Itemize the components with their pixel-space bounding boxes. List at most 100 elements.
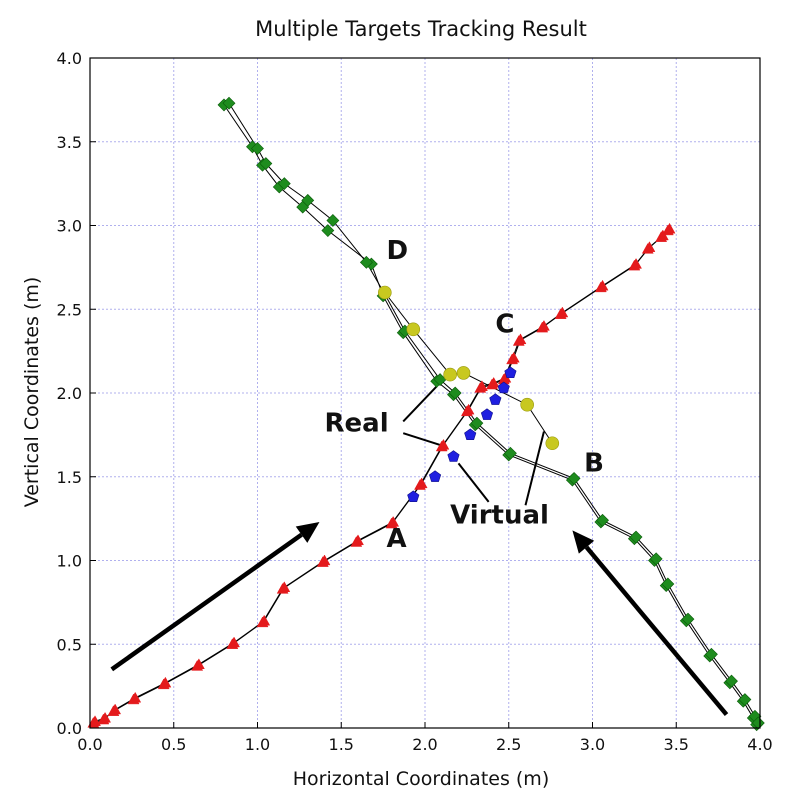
x-tick-label: 0.5: [161, 735, 186, 754]
diamond-marker: [661, 577, 675, 591]
diamond-marker: [629, 530, 643, 544]
pointer-line: [402, 385, 438, 423]
arrow-shaft: [110, 532, 303, 672]
diamond-marker: [681, 612, 695, 626]
diamond-marker: [738, 693, 752, 706]
y-tick-label: 1.5: [57, 468, 82, 487]
annotation-d: D: [386, 236, 408, 266]
annotation-layer: D C B A Real Virtual: [325, 236, 604, 554]
grid-layer: [89, 57, 761, 729]
diamond-marker: [596, 513, 609, 527]
pentagon-marker: [447, 450, 460, 462]
pentagon-marker: [489, 393, 502, 405]
x-tick-label: 4.0: [747, 735, 772, 754]
x-tick-label: 1.5: [329, 735, 354, 754]
pentagon-marker: [407, 490, 420, 503]
triangle-marker: [630, 258, 642, 269]
x-tick-label: 3.0: [580, 735, 605, 754]
x-axis-label: Horizontal Coordinates (m): [293, 768, 549, 790]
diamond-marker: [504, 446, 517, 460]
diamond-marker: [725, 674, 738, 688]
circle-marker: [520, 397, 534, 412]
triangle-marker: [487, 376, 500, 388]
triangle-marker: [352, 534, 364, 546]
pentagon-marker: [504, 366, 517, 379]
pentagon-marker: [464, 428, 477, 441]
triangle-marker: [656, 229, 669, 241]
y-axis-label: Vertical Coordinates (m): [21, 277, 43, 508]
x-tick-label: 0.0: [77, 735, 102, 754]
x-tick-label: 1.0: [245, 735, 270, 754]
triangle-marker: [507, 351, 520, 363]
diamond-marker: [259, 157, 273, 170]
diamond-marker: [277, 177, 291, 191]
track-line-diamond: [228, 102, 759, 724]
tick-layer: 0.0 0.5 1.0 1.5 2.0 2.5 3.0 3.5 4.0 0.0 0.5 1.0 1.5 2…: [57, 49, 773, 754]
annotation-a: A: [386, 524, 406, 554]
circle-marker: [406, 322, 421, 337]
circle-marker: [377, 285, 392, 300]
annotation-c: C: [495, 310, 514, 340]
arrow-shaft: [584, 545, 729, 717]
y-tick-label: 2.5: [57, 300, 82, 319]
x-tick-label: 2.5: [496, 735, 521, 754]
triangle-marker: [159, 676, 172, 688]
circle-marker: [456, 366, 471, 380]
triangle-marker: [129, 691, 142, 703]
triangle-marker: [462, 403, 475, 415]
y-tick-label: 0.0: [57, 719, 82, 738]
triangle-marker: [89, 715, 101, 726]
diamond-marker: [301, 193, 315, 207]
y-tick-label: 1.0: [57, 552, 82, 571]
y-tick-label: 3.0: [57, 217, 82, 236]
triangle-marker: [109, 703, 122, 715]
triangle-marker: [318, 554, 331, 566]
track-line-virtual: [384, 292, 553, 444]
triangle-marker: [387, 515, 400, 527]
arrow-head: [295, 521, 320, 543]
triangle-marker: [415, 477, 428, 489]
arrow-head: [572, 530, 595, 554]
diamond-marker: [751, 716, 765, 730]
circle-marker: [545, 436, 560, 451]
y-tick-label: 0.5: [57, 635, 82, 654]
pointer-line: [524, 431, 545, 506]
triangle-marker: [556, 306, 569, 318]
diamond-marker: [222, 96, 236, 110]
pointer-line: [402, 432, 446, 448]
triangle-marker: [99, 711, 111, 723]
triangle-marker: [258, 614, 271, 626]
triangle-marker: [643, 241, 656, 252]
chart-title: Multiple Targets Tracking Result: [255, 17, 587, 41]
diamond-marker: [705, 647, 718, 661]
triangle-marker: [192, 658, 205, 669]
pentagon-marker: [428, 470, 442, 482]
diamond-marker: [251, 142, 264, 155]
pentagon-marker: [480, 408, 494, 420]
circle-marker: [443, 367, 457, 382]
track-line-diamond: [223, 104, 758, 725]
diamond-marker: [326, 214, 340, 227]
triangle-marker: [514, 333, 527, 345]
y-tick-label: 2.0: [57, 384, 82, 403]
triangle-marker: [228, 636, 240, 648]
triangle-marker: [476, 380, 488, 391]
diamond-marker: [649, 552, 663, 566]
triangle-marker: [538, 319, 550, 331]
arrow-layer: [110, 521, 729, 717]
x-tick-label: 2.0: [412, 735, 437, 754]
annotation-virtual: Virtual: [450, 501, 549, 531]
annotation-b: B: [584, 449, 604, 479]
pointer-layer: [402, 385, 545, 506]
x-tick-label: 3.5: [664, 735, 689, 754]
triangle-marker: [278, 581, 291, 592]
y-tick-label: 4.0: [57, 49, 82, 68]
diamond-marker: [567, 472, 581, 485]
marker-layer: [87, 96, 765, 732]
triangle-marker: [437, 438, 450, 450]
triangle-marker: [663, 222, 676, 234]
diamond-marker: [321, 224, 335, 237]
pentagon-marker: [497, 381, 510, 394]
